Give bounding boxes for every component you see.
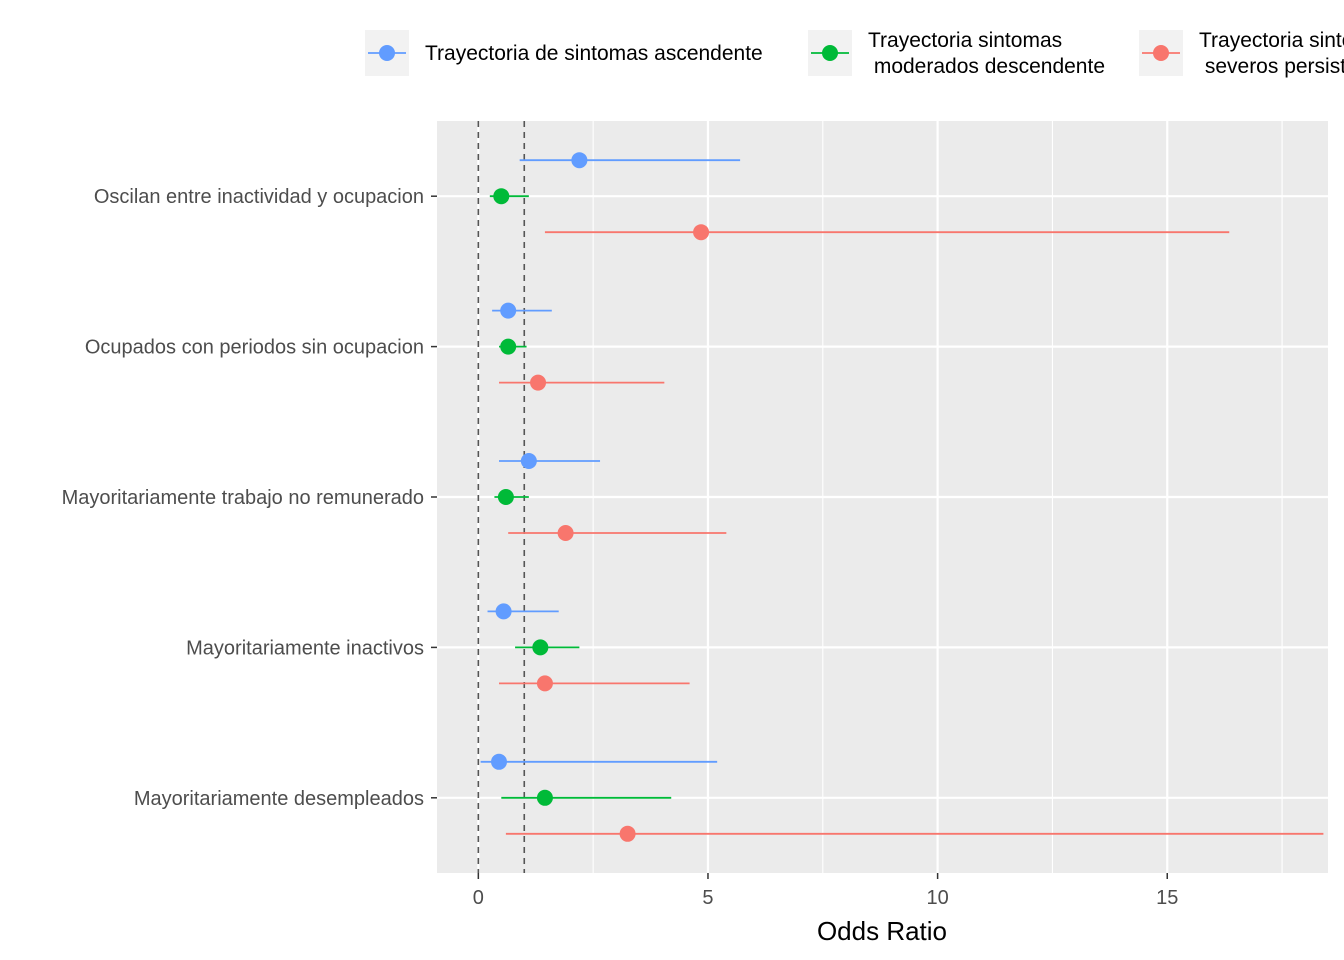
legend-label: Trayectoria de sintomas ascendente <box>425 42 763 65</box>
estimate-point <box>500 339 516 355</box>
x-tick-label: 5 <box>702 887 713 909</box>
y-tick-label: Oscilan entre inactividad y ocupacion <box>94 186 424 208</box>
y-tick-label: Ocupados con periodos sin ocupacion <box>85 337 424 359</box>
legend-label: Trayectoria sintomas moderados descenden… <box>868 29 1105 78</box>
legend-key-point <box>379 45 395 61</box>
estimate-point <box>620 826 636 842</box>
legend-label-line: Trayectoria sintomas <box>868 29 1062 52</box>
x-axis-title: Odds Ratio <box>817 916 947 946</box>
legend-entry: Trayectoria sintomas severos persistente… <box>1139 29 1344 78</box>
estimate-point <box>491 754 507 770</box>
x-tick-label: 10 <box>926 887 948 909</box>
legend-label-line: Trayectoria de sintomas ascendente <box>425 42 763 65</box>
estimate-point <box>558 525 574 541</box>
legend-label: Trayectoria sintomas severos persistente… <box>1199 29 1344 78</box>
estimate-point <box>496 603 512 619</box>
y-tick-label: Mayoritariamente trabajo no remunerado <box>62 487 424 509</box>
y-axis: Oscilan entre inactividad y ocupacion Ocu… <box>62 186 437 810</box>
legend-entry: Trayectoria sintomas moderados descenden… <box>808 29 1105 78</box>
x-axis: 0 5 10 15 <box>473 873 1179 909</box>
x-tick-label: 0 <box>473 887 484 909</box>
x-tick-label: 15 <box>1156 887 1178 909</box>
estimate-point <box>530 375 546 391</box>
legend-key-point <box>822 45 838 61</box>
estimate-point <box>537 675 553 691</box>
legend: Trayectoria de sintomas ascendente Trayec… <box>365 29 1344 78</box>
estimate-point <box>521 453 537 469</box>
estimate-point <box>571 152 587 168</box>
estimate-point <box>493 188 509 204</box>
y-tick-label: Mayoritariamente desempleados <box>134 788 424 810</box>
legend-entry: Trayectoria de sintomas ascendente <box>365 30 763 76</box>
estimate-point <box>498 489 514 505</box>
estimate-point <box>537 790 553 806</box>
legend-label-line: moderados descendente <box>868 55 1105 78</box>
legend-key-point <box>1153 45 1169 61</box>
legend-label-line: Trayectoria sintomas <box>1199 29 1344 52</box>
estimate-point <box>532 639 548 655</box>
legend-label-line: severos persistentes <box>1199 55 1344 78</box>
y-tick-label: Mayoritariamente inactivos <box>186 637 424 659</box>
estimate-point <box>500 303 516 319</box>
estimate-point <box>693 224 709 240</box>
